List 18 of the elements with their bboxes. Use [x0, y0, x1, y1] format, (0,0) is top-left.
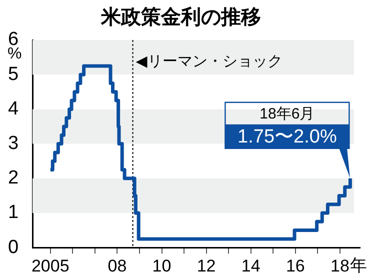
annotation: 1.75〜2.0% [238, 126, 337, 148]
x-axis-title: 年 [350, 256, 367, 275]
y-tick-label: 1 [8, 202, 19, 224]
x-tick-label: 18 [330, 256, 350, 276]
x-tick-label: 2005 [31, 256, 70, 276]
y-tick-label: 3 [8, 133, 19, 154]
ref-line-label: ◀リーマン・ショック [136, 53, 282, 70]
chart-title: 米政策金利の推移 [100, 6, 261, 29]
y-tick-label: 5 [8, 64, 19, 85]
x-tick-label: 12 [196, 256, 216, 276]
x-tick-label: 16 [286, 256, 305, 276]
y-tick-label: 4 [8, 98, 19, 120]
x-tick-label: 08 [108, 256, 127, 276]
x-tick-label: 14 [241, 256, 260, 276]
y-tick-label: 0 [8, 236, 19, 258]
x-tick-label: 10 [152, 256, 172, 276]
y-tick-label: 2 [8, 168, 19, 189]
annotation: 18年6月 [260, 106, 315, 123]
